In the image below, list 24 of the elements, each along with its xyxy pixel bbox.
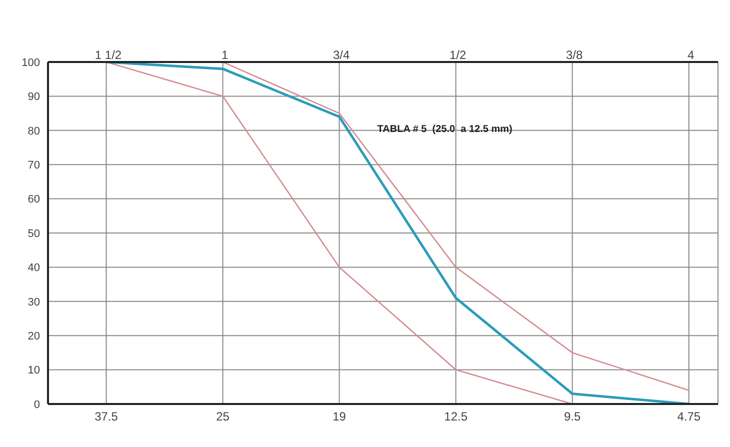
- x-tick-label: 37.5: [94, 410, 118, 424]
- y-tick-label: 50: [28, 228, 40, 240]
- annotation: TABLA # 5 (25.0 a 12.5 mm): [377, 124, 512, 135]
- x-tick-label: 19: [332, 410, 346, 424]
- x-tick-label: 25: [216, 410, 230, 424]
- y-tick-label: 40: [28, 262, 40, 274]
- y-tick-label: 20: [28, 330, 40, 343]
- annotation: 1/2: [449, 48, 466, 62]
- y-tick-label: 100: [22, 56, 40, 69]
- y-tick-label: 10: [28, 364, 40, 377]
- y-tick-label: 60: [28, 194, 40, 206]
- annotation: 1 1/2: [94, 48, 122, 62]
- y-tick-label: 90: [28, 91, 40, 104]
- annotation: 3/4: [332, 48, 350, 62]
- y-tick-label: 80: [28, 125, 40, 138]
- x-tick-label: 12.5: [444, 410, 468, 424]
- y-tick-label: 70: [28, 160, 40, 172]
- annotation: 4: [688, 48, 694, 62]
- x-tick-label: 9.5: [564, 410, 582, 424]
- x-tick-label: 4.75: [677, 410, 701, 424]
- annotation: 3/8: [566, 48, 583, 62]
- y-tick-label: 0: [34, 398, 40, 411]
- y-tick-label: 30: [28, 296, 40, 308]
- annotation: 1: [221, 48, 228, 62]
